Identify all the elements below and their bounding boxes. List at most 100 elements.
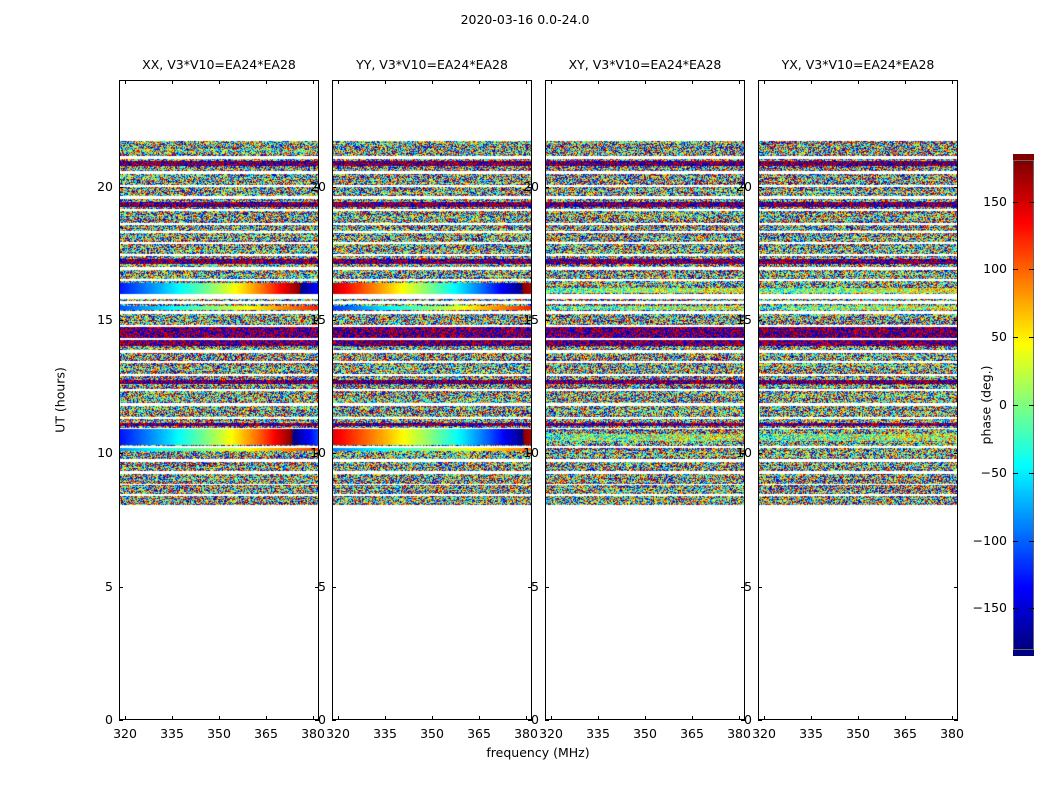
x-tick-mark [172, 716, 173, 720]
x-tick-label: 365 [254, 726, 278, 741]
heatmap-panel-xx[interactable] [119, 80, 319, 720]
x-tick-label: 380 [301, 726, 325, 741]
y-tick-label: 20 [736, 179, 752, 194]
x-tick-label: 335 [373, 726, 397, 741]
y-tick-mark-right [741, 187, 745, 188]
y-tick-mark-right [315, 320, 319, 321]
y-tick-mark-right [954, 720, 958, 721]
heatmap-panel-yy[interactable] [332, 80, 532, 720]
x-tick-label: 365 [893, 726, 917, 741]
x-tick-mark [811, 716, 812, 720]
x-tick-mark-top [219, 80, 220, 84]
colorbar-tick-mark [1013, 337, 1018, 338]
colorbar-tick-label: 150 [983, 194, 1007, 209]
x-tick-mark [526, 716, 527, 720]
y-tick-mark-right [954, 587, 958, 588]
y-tick-label: 0 [105, 712, 113, 727]
heatmap-panel-yx[interactable] [758, 80, 958, 720]
x-tick-mark [764, 716, 765, 720]
colorbar-tick-label: −100 [972, 533, 1007, 548]
x-tick-mark-top [385, 80, 386, 84]
x-tick-mark [692, 716, 693, 720]
heatmap-canvas-xx [120, 81, 318, 719]
colorbar-tick-mark-right [1029, 473, 1034, 474]
x-tick-mark-top [172, 80, 173, 84]
y-tick-mark-right [741, 320, 745, 321]
x-tick-mark [266, 716, 267, 720]
colorbar-tick-mark-right [1029, 337, 1034, 338]
y-tick-mark-right [954, 453, 958, 454]
y-tick-mark [119, 720, 123, 721]
y-tick-mark [332, 720, 336, 721]
y-tick-mark [119, 587, 123, 588]
heatmap-canvas-xy [546, 81, 744, 719]
y-tick-mark [332, 320, 336, 321]
x-tick-mark [645, 716, 646, 720]
x-tick-label: 320 [113, 726, 137, 741]
y-tick-mark [119, 187, 123, 188]
y-tick-mark [545, 320, 549, 321]
colorbar-over-arrow [1013, 154, 1034, 160]
colorbar-tick-label: −150 [972, 600, 1007, 615]
y-tick-mark-right [528, 453, 532, 454]
y-tick-mark [758, 720, 762, 721]
x-tick-mark [952, 716, 953, 720]
x-tick-mark-top [125, 80, 126, 84]
colorbar-tick-mark-right [1029, 202, 1034, 203]
y-tick-label: 10 [310, 445, 326, 460]
colorbar-tick-mark-right [1029, 541, 1034, 542]
colorbar-tick-label: 100 [983, 261, 1007, 276]
y-tick-mark [758, 187, 762, 188]
y-tick-mark [119, 320, 123, 321]
y-tick-label: 15 [310, 312, 326, 327]
x-tick-mark-top [526, 80, 527, 84]
y-tick-label: 10 [97, 445, 113, 460]
y-tick-mark [332, 187, 336, 188]
x-tick-mark-top [266, 80, 267, 84]
x-tick-mark-top [338, 80, 339, 84]
y-tick-mark [545, 587, 549, 588]
y-tick-mark-right [954, 187, 958, 188]
colorbar-tick-mark [1013, 269, 1018, 270]
x-tick-label: 320 [752, 726, 776, 741]
y-tick-mark-right [528, 187, 532, 188]
colorbar-tick-mark [1013, 473, 1018, 474]
x-tick-mark [598, 716, 599, 720]
y-tick-mark [758, 587, 762, 588]
x-tick-mark-top [432, 80, 433, 84]
x-tick-label: 365 [680, 726, 704, 741]
colorbar-tick-mark-right [1029, 608, 1034, 609]
x-tick-mark-top [811, 80, 812, 84]
x-tick-label: 380 [514, 726, 538, 741]
colorbar-under-arrow [1013, 650, 1034, 656]
heatmap-panel-xy[interactable] [545, 80, 745, 720]
x-tick-label: 350 [633, 726, 657, 741]
colorbar-tick-label: 50 [991, 329, 1007, 344]
figure-title: 2020-03-16 0.0-24.0 [460, 12, 590, 27]
colorbar-tick-mark-right [1029, 269, 1034, 270]
y-tick-mark-right [954, 320, 958, 321]
colorbar-tick-mark [1013, 202, 1018, 203]
y-tick-label: 10 [523, 445, 539, 460]
y-tick-label: 0 [318, 712, 326, 727]
y-tick-mark [545, 720, 549, 721]
colorbar-tick-mark-right [1029, 405, 1034, 406]
x-tick-mark [551, 716, 552, 720]
y-tick-label: 5 [105, 579, 113, 594]
y-tick-label: 15 [523, 312, 539, 327]
x-tick-label: 350 [207, 726, 231, 741]
y-axis-label: UT (hours) [52, 367, 68, 433]
y-tick-mark [332, 587, 336, 588]
x-tick-label: 335 [586, 726, 610, 741]
panel-title-xy: XY, V3*V10=EA24*EA28 [568, 57, 722, 72]
y-tick-label: 20 [523, 179, 539, 194]
panel-title-xx: XX, V3*V10=EA24*EA28 [142, 57, 296, 72]
x-tick-mark-top [739, 80, 740, 84]
x-tick-mark [125, 716, 126, 720]
colorbar-tick-mark [1013, 608, 1018, 609]
y-tick-label: 5 [531, 579, 539, 594]
y-tick-mark-right [315, 587, 319, 588]
colorbar-tick-label: 0 [999, 397, 1007, 412]
x-tick-mark [385, 716, 386, 720]
x-tick-mark-top [692, 80, 693, 84]
